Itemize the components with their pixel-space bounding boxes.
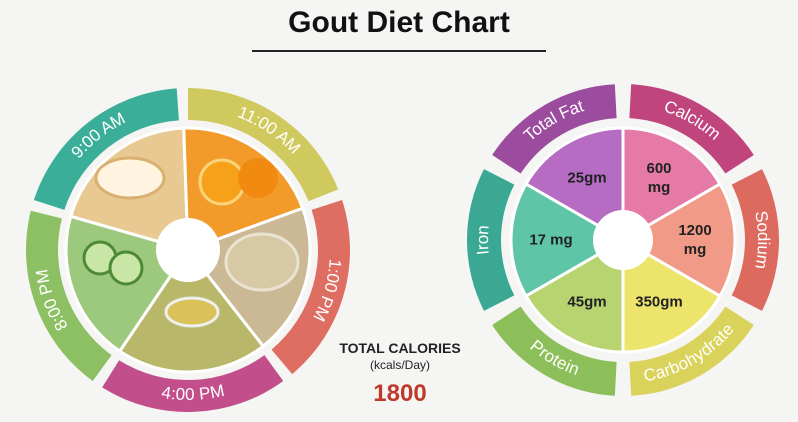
meal-segment bbox=[271, 199, 350, 375]
nutrient-segment bbox=[629, 306, 754, 396]
title-underline bbox=[252, 50, 546, 52]
nutrient-segment bbox=[731, 169, 779, 311]
ring-label: Iron bbox=[473, 225, 493, 256]
nutrient-wedge bbox=[621, 126, 723, 243]
ring-label-text: Sodium bbox=[751, 210, 773, 271]
nutrient-segment bbox=[629, 84, 754, 174]
breakfast-plate bbox=[94, 156, 166, 200]
ring-label-text: 4:00 PM bbox=[160, 381, 226, 404]
nutrient-amount: 1200 mg bbox=[678, 222, 712, 258]
nutrient-wedge bbox=[523, 237, 625, 354]
nutrient-amount: 17 mg bbox=[529, 231, 573, 249]
nutrient-amount: 350gm bbox=[635, 293, 683, 311]
nutrient-segment bbox=[492, 306, 617, 396]
meal-segment bbox=[25, 210, 112, 382]
nutrient-amount: 600 mg bbox=[646, 159, 672, 196]
nutrient-amount: 45gm bbox=[567, 293, 607, 311]
nutrient-wedge bbox=[619, 181, 737, 299]
cucumber bbox=[108, 250, 144, 286]
oats-bowl bbox=[224, 232, 300, 292]
title: Gout Diet Chart bbox=[288, 6, 510, 39]
nutrient-wedge bbox=[509, 181, 627, 299]
calories-unit: (kcals/Day) bbox=[369, 358, 430, 372]
center-disc bbox=[593, 210, 653, 270]
meal-segment bbox=[188, 88, 339, 202]
ring-label: Sodium bbox=[751, 210, 773, 271]
nutrient-amount: 25gm bbox=[567, 169, 607, 187]
calories-value: 1800 bbox=[373, 380, 427, 407]
meal-segment bbox=[33, 88, 179, 210]
nutrient-segment bbox=[467, 169, 515, 311]
orange bbox=[198, 158, 246, 206]
nutrient-wedge bbox=[523, 126, 625, 243]
ring-label: 4:00 PM bbox=[160, 381, 226, 404]
nutrient-segment bbox=[492, 84, 617, 174]
center-disc bbox=[156, 218, 220, 282]
meal-segment bbox=[102, 355, 284, 412]
ring-label-text: Iron bbox=[473, 225, 493, 256]
orange bbox=[238, 158, 278, 198]
nutrient-wedge bbox=[621, 237, 723, 354]
tea-cup bbox=[164, 296, 220, 328]
calories-label: TOTAL CALORIES bbox=[339, 340, 461, 356]
